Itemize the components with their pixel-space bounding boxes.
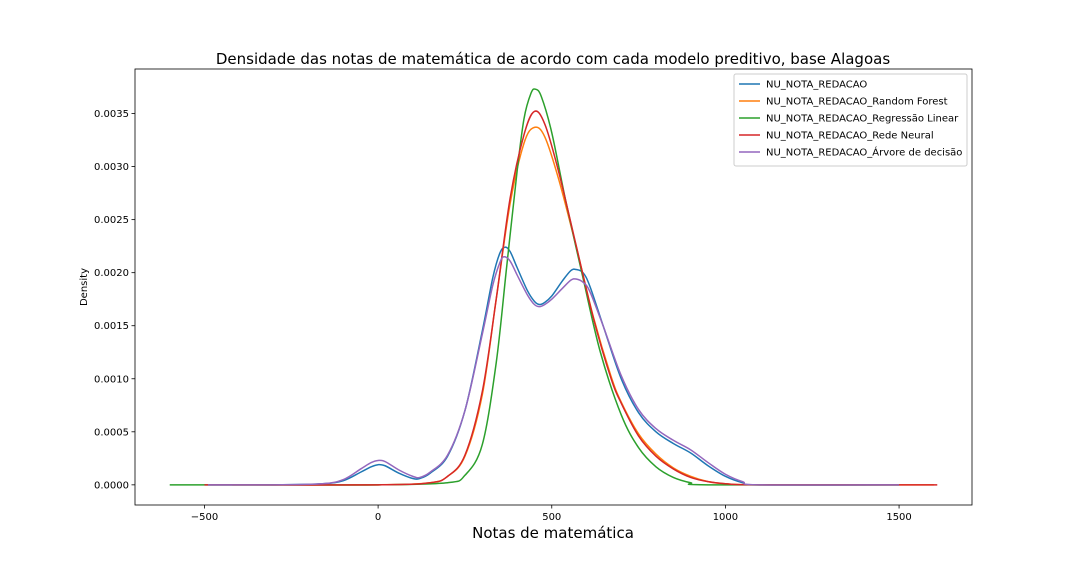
plot-area — [169, 88, 938, 486]
y-axis-label: Density — [79, 268, 90, 306]
legend-label: NU_NOTA_REDACAO_Rede Neural — [766, 131, 934, 142]
x-tick-label: 1500 — [886, 512, 911, 523]
x-tick-label: 0 — [375, 512, 381, 523]
x-axis-ticks: −500 0 500 1000 1500 — [191, 505, 912, 523]
x-tick-label: −500 — [191, 512, 218, 523]
legend-label: NU_NOTA_REDACAO_Random Forest — [766, 97, 948, 108]
chart-title: Densidade das notas de matemática de aco… — [216, 50, 890, 68]
y-tick-label: 0.0030 — [94, 162, 129, 173]
plot-frame — [134, 68, 973, 506]
series-line-0 — [207, 246, 900, 486]
y-tick-label: 0.0005 — [94, 427, 129, 438]
legend-box — [733, 73, 968, 167]
x-tick-label: 1000 — [713, 512, 738, 523]
legend: NU_NOTA_REDACAO NU_NOTA_REDACAO_Random Fo… — [733, 73, 968, 167]
series-line-3 — [204, 110, 938, 486]
legend-label: NU_NOTA_REDACAO_Regressão Linear — [766, 114, 959, 125]
y-tick-label: 0.0025 — [94, 215, 129, 226]
y-tick-label: 0.0020 — [94, 268, 129, 279]
series-line-2 — [169, 88, 900, 486]
x-tick-label: 500 — [542, 512, 561, 523]
y-tick-label: 0.0035 — [94, 109, 129, 120]
y-tick-label: 0.0010 — [94, 374, 129, 385]
y-tick-label: 0.0015 — [94, 321, 129, 332]
x-axis-label: Notas de matemática — [472, 524, 634, 542]
y-axis-ticks: 0.0000 0.0005 0.0010 0.0015 0.0020 0.0025 0.00… — [94, 109, 135, 491]
legend-label: NU_NOTA_REDACAO_Árvore de decisão — [766, 146, 962, 159]
series-line-4 — [207, 255, 900, 486]
legend-label: NU_NOTA_REDACAO — [766, 80, 867, 91]
y-tick-label: 0.0000 — [94, 480, 129, 491]
